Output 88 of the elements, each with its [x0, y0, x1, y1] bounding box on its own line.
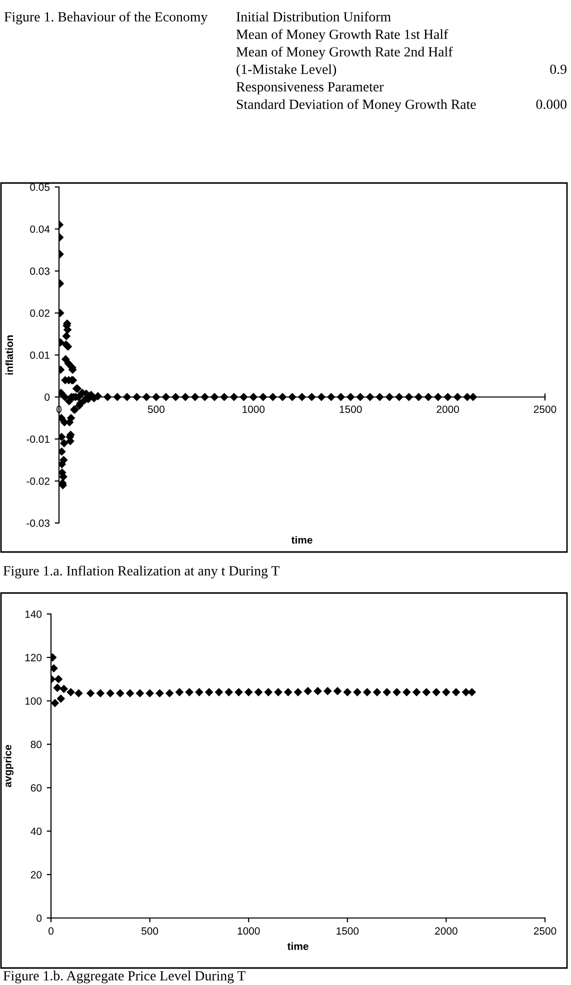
point [175, 688, 184, 696]
text: Standard Deviation of Money Growth Rate [236, 99, 476, 112]
point [353, 688, 362, 696]
point [274, 688, 282, 696]
point [362, 688, 372, 696]
point [294, 688, 302, 696]
point [333, 686, 342, 696]
point [372, 688, 382, 696]
text: Mean of Money Growth Rate 2nd Half [236, 46, 453, 60]
point [195, 688, 204, 696]
x-tick-label: 1500 [340, 406, 362, 413]
point [165, 689, 174, 698]
y-tick-label: -0.01 [26, 436, 50, 443]
y-tick-label: 100 [25, 697, 42, 705]
y-axis-title: avgprice [4, 744, 14, 788]
point [284, 688, 292, 696]
point [304, 686, 312, 696]
point [54, 674, 63, 684]
text: Initial Distribution Uniform [236, 12, 391, 22]
point [343, 688, 352, 696]
point [402, 688, 411, 696]
x-tick-label: 1000 [242, 406, 265, 413]
point [136, 689, 144, 698]
y-tick-label: -0.03 [26, 520, 50, 527]
text: Responsiveness Parameter [236, 82, 384, 94]
y-tick-label: 40 [30, 828, 42, 836]
y-tick-label: 140 [25, 610, 42, 618]
text: Mean of Money Growth Rate 1st Half [236, 29, 448, 42]
point [214, 688, 224, 696]
point [96, 689, 105, 698]
x-tick-label: 2000 [435, 927, 458, 935]
point [442, 688, 450, 696]
point [432, 688, 440, 696]
point [74, 689, 83, 698]
x-tick-label: 2500 [534, 927, 556, 935]
y-tick-label: 0.05 [30, 184, 50, 191]
point [204, 688, 214, 696]
text: (1-Mistake Level) [236, 64, 336, 77]
y-tick-label: 60 [30, 784, 42, 792]
point [468, 688, 476, 696]
y-axis-title: inflation [5, 335, 14, 375]
x-tick-label: 1000 [238, 927, 260, 935]
point [264, 688, 273, 696]
point [185, 688, 194, 696]
point [156, 689, 164, 698]
point [244, 688, 253, 696]
point [323, 686, 332, 696]
y-tick-label: 0 [44, 394, 50, 401]
y-tick-label: 0 [36, 914, 42, 922]
point [234, 688, 243, 696]
point [56, 694, 66, 703]
text: Figure 1. Behaviour of the Economy [4, 12, 208, 24]
caption: Figure 1.a. Inflation Realization at any t During T [3, 566, 280, 578]
point [146, 689, 154, 698]
point [314, 686, 322, 696]
text: 0.000 [536, 100, 566, 110]
y-tick-label: 0.03 [30, 268, 50, 275]
point [51, 698, 60, 708]
text: 0.9 [550, 64, 566, 74]
point [53, 684, 62, 692]
point [106, 689, 114, 698]
point [126, 689, 134, 698]
y-tick-label: 0.04 [30, 226, 50, 233]
y-tick-label: 0.01 [30, 352, 50, 359]
y-tick-label: 80 [30, 740, 42, 748]
point [412, 688, 421, 696]
point [382, 688, 392, 696]
y-tick-label: -0.02 [26, 478, 50, 485]
point [66, 688, 75, 696]
caption: Figure 1.b. Aggregate Price Level During T [3, 970, 246, 984]
point [452, 688, 460, 696]
x-tick-label: 500 [142, 927, 158, 935]
y-tick-label: 20 [30, 871, 42, 878]
point [392, 688, 401, 696]
x-axis-title: time [291, 536, 312, 544]
y-tick-label: 120 [25, 654, 42, 662]
x-tick-label: 2500 [534, 406, 556, 413]
x-tick-label: 500 [148, 406, 164, 413]
point [422, 688, 431, 696]
y-tick-label: 0.02 [30, 310, 50, 317]
point [254, 688, 263, 696]
x-axis-title: time [287, 942, 308, 950]
x-tick-label: 2000 [436, 406, 459, 413]
point [224, 688, 234, 696]
point [116, 689, 124, 698]
point [60, 684, 68, 694]
point [86, 689, 95, 698]
x-tick-label: 1500 [336, 927, 359, 935]
